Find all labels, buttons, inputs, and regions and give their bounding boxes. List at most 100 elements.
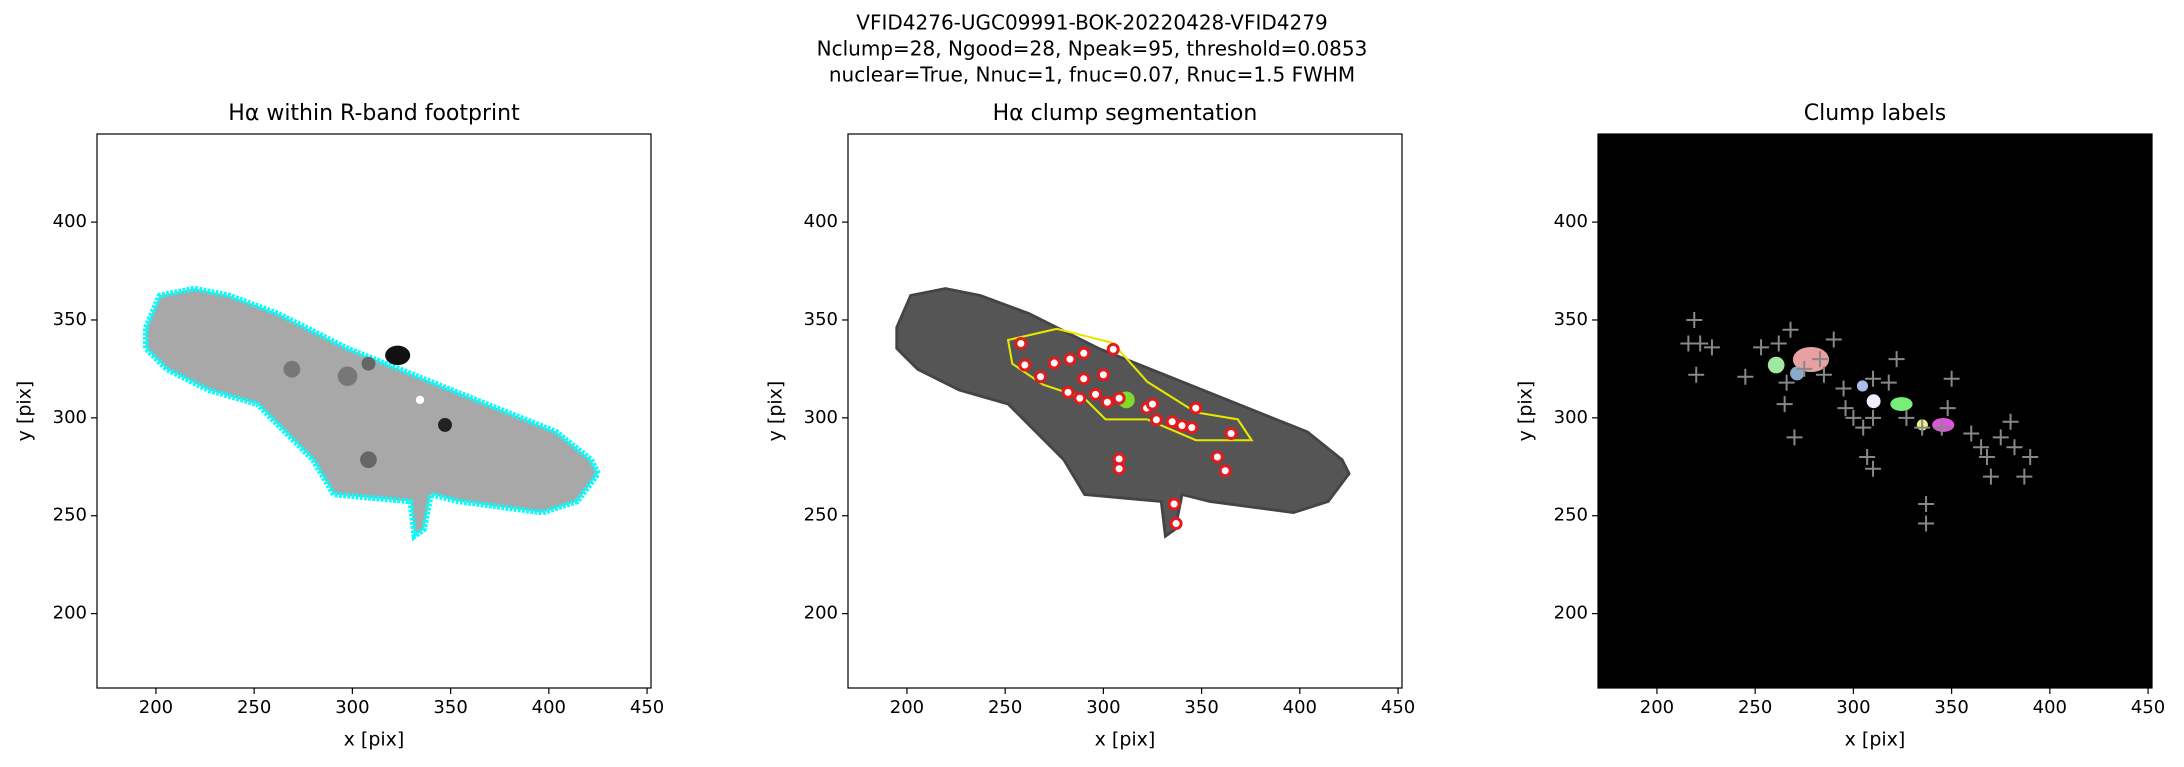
peak-marker [1778, 374, 1795, 391]
y-axis-label: y [pix] [1515, 381, 1537, 442]
image-3 [1598, 134, 2153, 689]
peak-marker [1859, 449, 1876, 466]
y-tick-label: 400 [1554, 211, 1588, 232]
peak-marker [1815, 366, 1832, 383]
peak-marker [2006, 439, 2023, 456]
peak-marker [1835, 380, 1852, 397]
peak-marker [1865, 370, 1882, 387]
clump-marker [1167, 497, 1181, 511]
clump-marker [1112, 391, 1126, 405]
x-tick-label: 250 [237, 697, 271, 718]
clump-marker [1089, 387, 1103, 401]
x-axis-label: x [pix] [1095, 729, 1156, 751]
clump-marker [1018, 358, 1032, 372]
y-tick-label: 250 [53, 505, 87, 526]
y-tick-label: 300 [53, 407, 87, 428]
peak-marker [1796, 360, 1813, 377]
peak-marker [1943, 370, 1960, 387]
clump-marker [1034, 370, 1048, 384]
y-axis-label: y [pix] [14, 381, 36, 442]
x-tick-label: 300 [1086, 697, 1120, 718]
axes-frame [96, 133, 652, 689]
x-tick-label: 300 [1836, 697, 1870, 718]
peak-marker [1939, 400, 1956, 417]
x-tick-label: 350 [433, 697, 467, 718]
y-tick-label: 400 [53, 211, 87, 232]
peak-marker [1770, 335, 1787, 352]
y-tick-label: 350 [1554, 309, 1588, 330]
peak-marker [1973, 439, 1990, 456]
clump-marker [1224, 427, 1238, 441]
peak-marker [1880, 374, 1897, 391]
peak-marker [1898, 409, 1915, 426]
clump-marker [1047, 356, 1061, 370]
peak-marker [1865, 409, 1882, 426]
x-tick-label: 250 [988, 697, 1022, 718]
peak-marker [1982, 468, 1999, 485]
x-tick-label: 200 [890, 697, 924, 718]
x-tick-label: 300 [335, 697, 369, 718]
x-tick-label: 450 [2131, 697, 2165, 718]
clump-marker [1077, 346, 1091, 360]
peak-marker [1680, 335, 1697, 352]
clump-marker [1073, 391, 1087, 405]
peak-marker [1918, 495, 1935, 512]
peak-marker [2022, 449, 2039, 466]
peak-marker [2016, 468, 2033, 485]
clump-marker [1063, 352, 1077, 366]
peak-marker [1825, 331, 1842, 348]
y-tick-label: 400 [804, 211, 838, 232]
clump-marker [1218, 464, 1232, 478]
y-tick-label: 200 [1554, 603, 1588, 624]
peak-marker [1776, 396, 1793, 413]
suptitle: nuclear=True, Nnuc=1, fnuc=0.07, Rnuc=1.… [829, 63, 1355, 87]
panel-title: Hα clump segmentation [993, 101, 1258, 126]
x-tick-label: 400 [2033, 697, 2067, 718]
peak-marker [1978, 449, 1995, 466]
peak-marker [1865, 460, 1882, 477]
clump-marker [1100, 395, 1114, 409]
y-tick-label: 250 [1554, 505, 1588, 526]
clump-marker [1185, 421, 1199, 435]
peak-marker [1688, 366, 1705, 383]
clump-marker [1014, 336, 1028, 350]
x-axis-label: x [pix] [344, 729, 405, 751]
x-tick-label: 450 [1381, 697, 1415, 718]
peak-marker [1811, 351, 1828, 368]
peak-marker [1737, 368, 1754, 385]
x-tick-label: 200 [139, 697, 173, 718]
y-tick-label: 200 [804, 603, 838, 624]
x-tick-label: 400 [532, 697, 566, 718]
clump-marker [1169, 517, 1183, 531]
peak-marker [1855, 419, 1872, 436]
peak-marker [1963, 425, 1980, 442]
peak-marker [1933, 419, 1950, 436]
clump-marker [1175, 419, 1189, 433]
y-tick-label: 200 [53, 603, 87, 624]
peak-marker [1782, 321, 1799, 338]
axes-frame [847, 133, 1403, 689]
y-tick-label: 300 [804, 407, 838, 428]
clump-marker [1112, 462, 1126, 476]
clump-marker [1106, 342, 1120, 356]
y-tick-label: 350 [53, 309, 87, 330]
peak-marker [1914, 419, 1931, 436]
y-axis-label: y [pix] [765, 381, 787, 442]
peak-marker [1992, 429, 2009, 446]
y-tick-label: 250 [804, 505, 838, 526]
suptitle: Nclump=28, Ngood=28, Npeak=95, threshold… [817, 37, 1368, 61]
suptitle: VFID4276-UGC09991-BOK-20220428-VFID4279 [856, 11, 1327, 35]
image-2 [895, 287, 1351, 538]
clump-marker [1146, 397, 1160, 411]
axes-frame [1597, 133, 2153, 689]
peak-marker [1888, 351, 1905, 368]
clump-marker [1189, 401, 1203, 415]
peak-marker [1918, 515, 1935, 532]
y-tick-label: 300 [1554, 407, 1588, 428]
x-tick-label: 350 [1934, 697, 1968, 718]
x-tick-label: 200 [1640, 697, 1674, 718]
x-tick-label: 400 [1283, 697, 1317, 718]
y-tick-label: 350 [804, 309, 838, 330]
peak-marker [1837, 400, 1854, 417]
